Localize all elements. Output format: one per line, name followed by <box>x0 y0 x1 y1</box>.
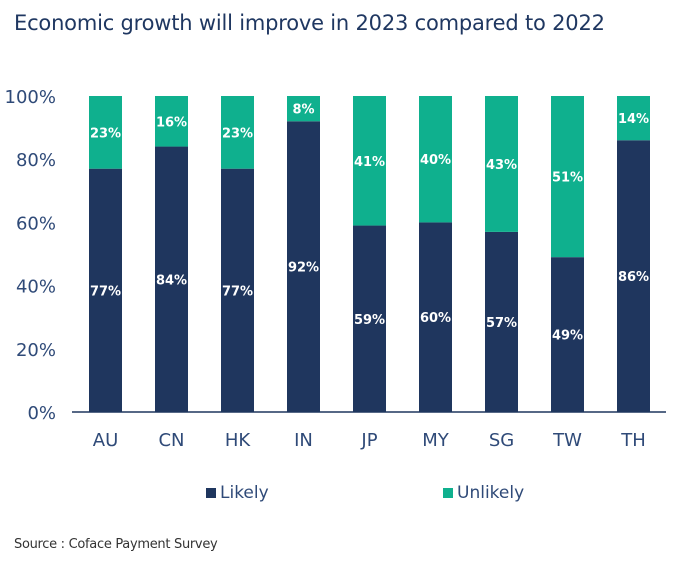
data-label-likely: 77% <box>222 284 253 299</box>
legend-item-likely: Likely <box>206 483 269 503</box>
data-label-unlikely: 41% <box>354 155 385 170</box>
x-tick-label: CN <box>158 430 184 451</box>
data-label-unlikely: 23% <box>222 126 253 141</box>
y-tick-label: 100% <box>5 87 56 108</box>
data-label-unlikely: 40% <box>420 153 451 168</box>
bar-unlikely <box>353 96 386 226</box>
bar-unlikely <box>89 96 122 169</box>
y-tick-label: 0% <box>27 403 56 424</box>
bar-unlikely <box>419 96 452 223</box>
data-label-unlikely: 16% <box>156 115 187 130</box>
bar-likely <box>617 140 650 413</box>
bar-unlikely <box>155 96 188 147</box>
x-tick-label: JP <box>360 430 377 451</box>
x-tick-label: HK <box>225 430 252 451</box>
x-tick-label: TW <box>552 430 582 451</box>
legend-label-likely: Likely <box>220 483 269 503</box>
bar-likely <box>419 222 452 412</box>
data-label-unlikely: 23% <box>90 126 121 141</box>
bar-unlikely <box>617 96 650 141</box>
bar-likely <box>221 168 254 412</box>
chart-title: Economic growth will improve in 2023 com… <box>14 11 605 35</box>
bar-unlikely <box>551 96 584 258</box>
y-tick-label: 60% <box>16 213 56 234</box>
data-label-likely: 84% <box>156 273 187 288</box>
data-label-likely: 86% <box>618 270 649 285</box>
x-tick-label: IN <box>294 430 313 451</box>
legend-item-unlikely: Unlikely <box>443 483 524 503</box>
bar-likely <box>353 225 386 412</box>
data-label-unlikely: 43% <box>486 158 517 173</box>
data-label-likely: 59% <box>354 313 385 328</box>
data-label-likely: 57% <box>486 316 517 331</box>
data-label-unlikely: 51% <box>552 171 583 186</box>
bar-likely <box>551 257 584 412</box>
data-label-unlikely: 8% <box>292 103 314 118</box>
bar-unlikely <box>221 96 254 169</box>
bar-likely <box>155 146 188 412</box>
data-label-likely: 49% <box>552 329 583 344</box>
data-label-unlikely: 14% <box>618 112 649 127</box>
bar-likely <box>89 168 122 412</box>
source-note: Source : Coface Payment Survey <box>14 537 218 552</box>
bar-unlikely <box>287 96 320 122</box>
y-tick-label: 40% <box>16 277 56 298</box>
x-tick-label: SG <box>489 430 514 451</box>
stacked-bar-chart: 0% 20% 40% 60% 80% 100% 77% 23% AU 84% 16% CN 77% 23%… <box>5 87 666 451</box>
data-label-likely: 92% <box>288 261 319 276</box>
bar-likely <box>287 121 320 412</box>
y-tick-label: 80% <box>16 150 56 171</box>
x-tick-label: AU <box>93 430 119 451</box>
y-tick-label: 20% <box>16 340 56 361</box>
bar-likely <box>485 231 518 412</box>
data-label-likely: 77% <box>90 284 121 299</box>
bar-unlikely <box>485 96 518 232</box>
legend-label-unlikely: Unlikely <box>457 483 525 503</box>
legend-swatch-likely <box>206 488 216 498</box>
x-tick-label: TH <box>620 430 646 451</box>
data-label-likely: 60% <box>420 311 451 326</box>
legend-swatch-unlikely <box>443 488 453 498</box>
x-tick-label: MY <box>422 430 450 451</box>
legend: Likely Unlikely <box>0 483 690 507</box>
